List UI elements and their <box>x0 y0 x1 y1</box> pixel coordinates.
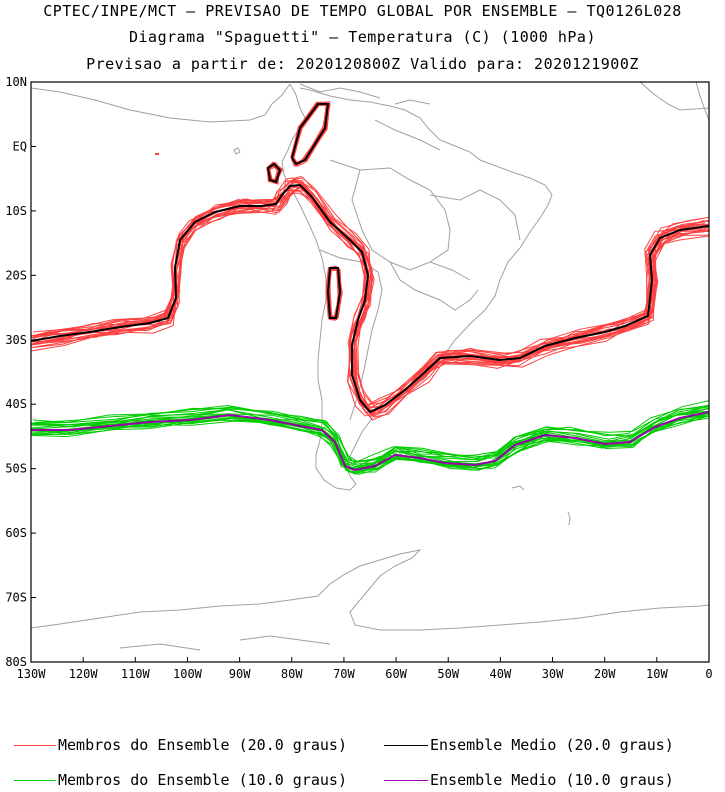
lon-tick-label: 70W <box>333 667 355 681</box>
ensemble-member-20-line <box>31 190 705 414</box>
ensemble-member-20-loop <box>291 102 331 166</box>
ensemble-member-10-line <box>32 404 709 462</box>
legend-swatch-green <box>14 780 56 781</box>
spaghetti-map: 130W 120W 110W 100W 90W 80W 70W 60W 50W 40W 30W 20W… <box>5 75 712 681</box>
lon-tick-label: 20W <box>594 667 616 681</box>
legend-label: Ensemble Medio (10.0 graus) <box>430 771 674 789</box>
ensemble-member-10-line <box>34 406 709 467</box>
ensemble-member-20-line <box>33 177 709 409</box>
ensemble-mean-20-loop <box>266 162 282 184</box>
legend-item-members-20: Membros do Ensemble (20.0 graus) <box>14 736 347 754</box>
map-frame <box>30 81 710 663</box>
ensemble-member-20-line <box>32 184 709 414</box>
legend-label: Membros do Ensemble (20.0 graus) <box>58 736 347 754</box>
lon-tick-label: 100W <box>173 667 203 681</box>
legend-label: Ensemble Medio (20.0 graus) <box>430 736 674 754</box>
lat-tick-label: 20S <box>5 268 27 282</box>
axes-layer: 130W 120W 110W 100W 90W 80W 70W 60W 50W 40W 30W 20W… <box>5 75 712 681</box>
map-title: CPTEC/INPE/MCT – PREVISAO DE TEMPO GLOBA… <box>43 2 682 20</box>
map-subtitle: Diagrama "Spaguetti" – Temperatura (C) (… <box>128 28 596 46</box>
ensemble-member-20-line <box>31 189 709 421</box>
lon-tick-label: 120W <box>69 667 99 681</box>
lon-tick-label: 10W <box>646 667 668 681</box>
lon-tick-label: 60W <box>385 667 407 681</box>
lon-tick-label: 90W <box>229 667 251 681</box>
coastline-layer <box>31 82 709 651</box>
isoline-layer <box>31 101 709 475</box>
lat-tick-label: 80S <box>5 655 27 669</box>
lon-tick-label: 40W <box>490 667 512 681</box>
legend-item-mean-20: Ensemble Medio (20.0 graus) <box>384 736 674 754</box>
lat-tick-label: 40S <box>5 397 27 411</box>
map-validity-line: Previsao a partir de: 2020120800Z Valido… <box>86 55 639 73</box>
ensemble-mean-10-line <box>31 411 709 472</box>
ensemble-member-20-line <box>36 183 709 416</box>
lon-tick-label: 80W <box>281 667 303 681</box>
legend-swatch-purple <box>384 780 428 781</box>
lat-tick-label: 30S <box>5 333 27 347</box>
lon-tick-label: 50W <box>437 667 459 681</box>
legend-swatch-red <box>14 745 56 746</box>
ensemble-member-20-line <box>32 176 709 405</box>
lat-tick-label: 10N <box>5 75 27 89</box>
legend-item-mean-10: Ensemble Medio (10.0 graus) <box>384 771 674 789</box>
lat-tick-label: EQ <box>13 139 27 153</box>
lon-tick-label: 0 <box>705 667 712 681</box>
ensemble-member-20-line <box>34 186 709 418</box>
ensemble-member-10-line <box>31 404 709 464</box>
ensemble-member-10-line <box>31 408 709 470</box>
ensemble-mean-20-line <box>31 183 709 414</box>
legend-swatch-black <box>384 745 428 746</box>
lat-tick-label: 60S <box>5 526 27 540</box>
ensemble-mean-20-loop <box>326 267 342 319</box>
legend-item-members-10: Membros do Ensemble (10.0 graus) <box>14 771 347 789</box>
lat-tick-label: 50S <box>5 462 27 476</box>
ensemble-member-20-line <box>31 184 706 414</box>
lon-tick-label: 110W <box>121 667 151 681</box>
lon-tick-label: 130W <box>17 667 47 681</box>
lon-tick-label: 30W <box>542 667 564 681</box>
ensemble-mean-20-loop <box>290 103 330 166</box>
lat-tick-label: 70S <box>5 591 27 605</box>
isolated-contour-dot <box>155 153 159 155</box>
lat-tick-label: 10S <box>5 204 27 218</box>
legend-label: Membros do Ensemble (10.0 graus) <box>58 771 347 789</box>
ensemble-member-20-line <box>37 181 709 409</box>
